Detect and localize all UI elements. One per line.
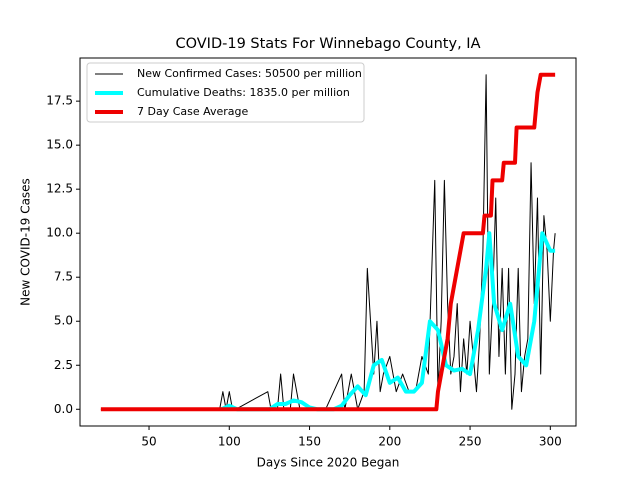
y-tick-label: 2.5 <box>54 358 73 372</box>
y-tick-label: 5.0 <box>54 314 73 328</box>
y-tick-label: 17.5 <box>46 94 73 108</box>
chart-title: COVID-19 Stats For Winnebago County, IA <box>175 36 480 52</box>
legend: New Confirmed Cases: 50500 per million Cu… <box>86 62 365 123</box>
x-tick-label: 300 <box>539 435 562 449</box>
x-tick-label: 150 <box>298 435 321 449</box>
y-tick-label: 10.0 <box>46 226 73 240</box>
legend-label: 7 Day Case Average <box>137 105 249 118</box>
plot-frame <box>79 57 577 427</box>
y-tick-label: 0.0 <box>54 402 73 416</box>
y-tick-label: 15.0 <box>46 138 73 152</box>
x-tick-label: 250 <box>459 435 482 449</box>
x-axis-label: Days Since 2020 Began <box>257 456 400 470</box>
legend-label: Cumulative Deaths: 1835.0 per million <box>137 86 350 99</box>
y-tick-label: 7.5 <box>54 270 73 284</box>
legend-box <box>86 62 365 123</box>
y-axis-label: New COVID-19 Cases <box>19 178 33 306</box>
series-line <box>220 231 556 412</box>
x-tick-label: 100 <box>218 435 241 449</box>
x-tick-label: 50 <box>141 435 156 449</box>
legend-label: New Confirmed Cases: 50500 per million <box>137 67 362 80</box>
x-tick-label: 200 <box>378 435 401 449</box>
y-tick-label: 12.5 <box>46 182 73 196</box>
series-line <box>100 72 556 412</box>
